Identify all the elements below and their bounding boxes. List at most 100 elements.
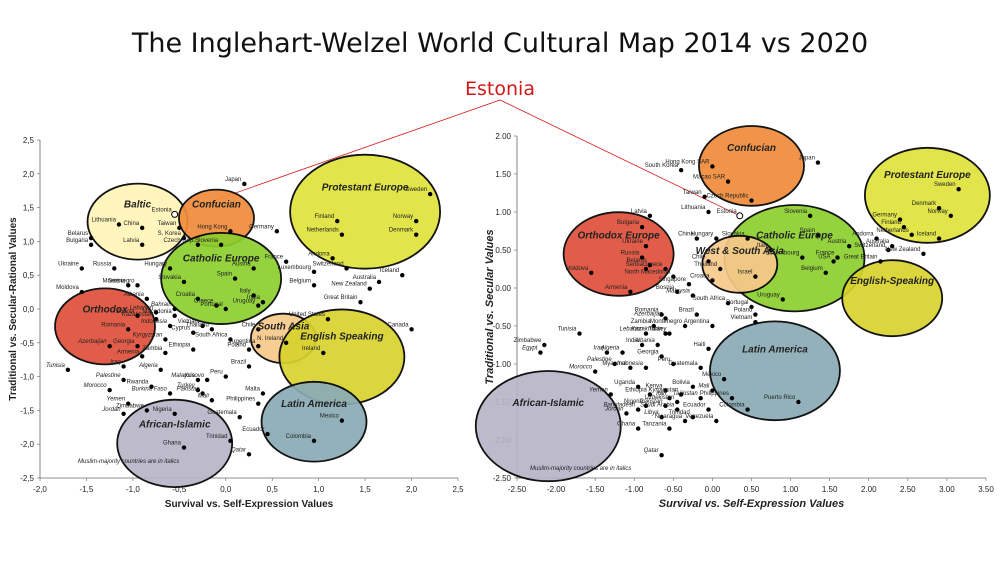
point-iraq: [604, 350, 610, 355]
label-italy: Italy: [757, 243, 768, 249]
zone-label-confucian: Confucian: [192, 200, 241, 211]
point-italy: [768, 247, 774, 253]
point-turkey: [195, 387, 201, 393]
label-hungary: Hungary: [144, 261, 167, 267]
point-japan: [242, 181, 247, 187]
label-belgium: Belgium: [289, 278, 311, 284]
point-united-states: [325, 316, 331, 322]
label-tajikistan: Tajikistan: [673, 391, 698, 397]
label-belarus: Belarus: [627, 258, 647, 264]
point-albania: [655, 342, 660, 348]
point-kazakhstan: [663, 331, 668, 336]
point-latvia: [647, 213, 653, 218]
point-slovenia: [807, 213, 813, 218]
point-russia: [639, 255, 645, 260]
point-luxembourg: [800, 255, 805, 260]
point-romania: [126, 327, 131, 332]
point-iceland: [400, 273, 405, 278]
zone-catholic-europe: [160, 231, 283, 325]
point-libya: [659, 415, 664, 420]
label-finland: Finland: [881, 220, 901, 226]
point-lithuania: [706, 209, 711, 215]
point-india: [260, 300, 266, 305]
point-qatar: [246, 452, 252, 457]
label-serbia: Serbia: [626, 262, 644, 268]
point-ireland: [321, 350, 326, 356]
label-kenya: Kenya: [646, 384, 664, 390]
label-armenia: Armenia: [117, 349, 140, 355]
label-georgia: Georgia: [637, 349, 659, 355]
x-tick-label: 0,0: [220, 485, 232, 494]
y-tick-label: 0,0: [23, 305, 35, 314]
point-portugal: [749, 304, 754, 310]
label-zimbabwe: Zimbabwe: [116, 403, 144, 409]
label-uzbekistan: Uzbekistan: [645, 395, 675, 401]
label-iran: Iran: [656, 391, 667, 397]
point-tunisia: [577, 331, 582, 336]
label-south-africa: South Africa: [195, 332, 228, 338]
label-qatar: Qatar: [644, 448, 660, 454]
label-switzerland: Switzerland: [854, 243, 885, 249]
point-turkey: [667, 331, 672, 336]
label-lithuania: Lithuania: [92, 218, 117, 224]
label-moldova: Moldova: [56, 285, 79, 291]
label-new-zealand: New Zealand: [331, 282, 366, 288]
label-mexico: Mexico: [702, 372, 722, 378]
label-brazil: Brazil: [679, 308, 694, 314]
label-mali: Mali: [698, 384, 710, 390]
label-south-korea: South Korea: [645, 163, 679, 169]
point-new-zealand: [367, 286, 372, 291]
point-russia: [112, 266, 117, 271]
label-morocco: Morocco: [84, 383, 108, 389]
label-andorra: Andorra: [852, 232, 874, 238]
label-hong-kong: Hong Kong: [197, 224, 227, 230]
point-hong-kong-sar: [710, 164, 715, 169]
zone-west-south-asia: [701, 234, 779, 294]
label-bulgaria: Bulgaria: [66, 238, 89, 244]
y-tick-label: -1.00: [493, 360, 512, 369]
point-montenegro: [682, 323, 688, 329]
label-kosovo: Kosovo: [184, 373, 205, 379]
point-lithuania: [116, 222, 122, 227]
label-japan: Japan: [225, 177, 241, 183]
zone-african-islamic: [116, 398, 234, 488]
point-finland: [901, 225, 907, 230]
point-puerto-rico: [796, 399, 801, 405]
label-andorra: Andorra: [308, 251, 330, 257]
point-zimbabwe: [542, 342, 547, 348]
point-spain: [232, 276, 238, 281]
point-great-britain: [878, 259, 883, 264]
point-estonia: [171, 210, 179, 218]
point-israel: [753, 274, 758, 279]
zone-english-speaking: [841, 259, 944, 338]
zone-latin-america: [709, 320, 841, 422]
point-algeria: [620, 350, 625, 355]
x-tick-label: -1,0: [126, 485, 140, 494]
point-bulgaria: [639, 225, 645, 230]
label-uruguay: Uruguay: [233, 299, 256, 305]
callout-line-2: [499, 99, 740, 217]
label-iraq: Iraq: [594, 346, 605, 352]
label-singapore: Singapore: [659, 277, 687, 283]
label-romania: Romania: [101, 322, 126, 328]
point-malta: [260, 391, 266, 396]
label-china: China: [678, 232, 694, 238]
label-serbia: Serbia: [108, 278, 126, 284]
x-tick-label: 1.50: [822, 485, 838, 494]
point-france: [283, 259, 289, 264]
label-usa: USA: [818, 254, 830, 260]
point-switzerland: [886, 247, 891, 253]
point-armenia: [139, 354, 145, 359]
point-vietnam: [753, 320, 758, 325]
label-zimbabwe: Zimbabwe: [514, 338, 542, 344]
label-norway: Norway: [927, 209, 947, 215]
label-new-zealand: New Zealand: [885, 247, 920, 253]
x-tick-label: -1.50: [586, 485, 605, 494]
zone-label-english-speaking: English-Speaking: [850, 276, 934, 287]
x-axis-title: Survival vs. Self-Expression Values: [165, 499, 334, 510]
label-netherlands: Netherlands: [307, 228, 339, 234]
point-serbia: [126, 283, 131, 288]
label-algeria: Algeria: [138, 363, 158, 369]
label-hungary: Hungary: [691, 232, 714, 238]
